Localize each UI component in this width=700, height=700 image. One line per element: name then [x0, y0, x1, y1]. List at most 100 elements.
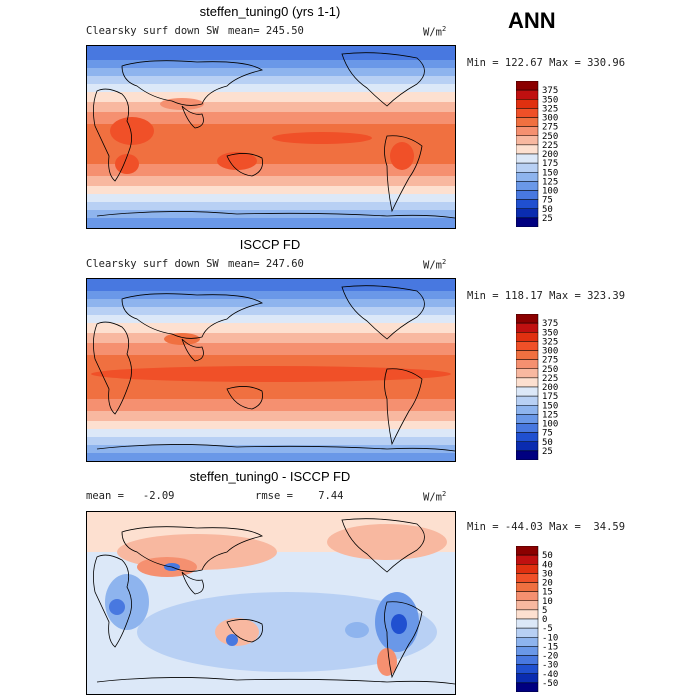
- colorbar-swatch: [516, 582, 539, 592]
- panel-2-title: ISCCP FD: [239, 237, 301, 252]
- colorbar-swatch: [516, 144, 539, 155]
- colorbar-tick-label: 375: [542, 86, 558, 96]
- colorbar-swatch: [516, 546, 539, 556]
- colorbar-tick-label: 250: [542, 365, 558, 375]
- panel-1-map: [86, 45, 456, 229]
- colorbar-swatch: [516, 314, 539, 324]
- panel-2-colorbar: 375 350 325 300 275 250 225 200 175 150 125 100 75 50…: [516, 314, 571, 460]
- colorbar-tick-label: 200: [542, 383, 558, 393]
- colorbar-swatch: [516, 81, 539, 91]
- colorbar-tick-label: 225: [542, 141, 558, 151]
- colorbar-swatch: [516, 181, 539, 191]
- colorbar-tick-label: -50: [542, 679, 558, 689]
- colorbar-tick-label: 25: [542, 447, 553, 457]
- colorbar-tick-label: 175: [542, 159, 558, 169]
- panel-3-units: W/m2: [423, 490, 447, 504]
- colorbar-tick-label: 20: [542, 579, 553, 589]
- colorbar-swatch: [516, 322, 539, 333]
- colorbar-tick-label: 125: [542, 410, 558, 420]
- panel-2-mean: mean= 247.60: [228, 258, 304, 270]
- panel-3-colorbar: 50 40 30 20 15 10 5 0 -5 -10 -15 -20 -30 -40 -50: [516, 546, 571, 692]
- panel-3-mean: mean = -2.09: [86, 490, 175, 502]
- colorbar-swatch: [516, 655, 539, 665]
- colorbar-tick-label: 50: [542, 438, 553, 448]
- colorbar-swatch: [516, 405, 539, 415]
- panel-2-field: Clearsky surf down SW: [86, 258, 219, 270]
- colorbar-tick-label: 225: [542, 374, 558, 384]
- panel-2-minmax: Min = 118.17 Max = 323.39: [467, 290, 626, 302]
- colorbar-swatch: [516, 395, 539, 406]
- colorbar-swatch: [516, 414, 539, 424]
- colorbar-tick-label: 150: [542, 401, 558, 411]
- colorbar-swatch: [516, 441, 539, 452]
- panel-1-title: steffen_tuning0 (yrs 1-1): [199, 4, 341, 19]
- colorbar-tick-label: 0: [542, 615, 547, 625]
- colorbar-swatch: [516, 600, 539, 611]
- colorbar-swatch: [516, 377, 539, 388]
- colorbar-tick-label: 350: [542, 95, 558, 105]
- colorbar-swatch: [516, 153, 539, 164]
- colorbar-tick-label: 100: [542, 420, 558, 430]
- season-label: ANN: [508, 8, 556, 33]
- colorbar-swatch: [516, 609, 539, 620]
- colorbar-swatch: [516, 135, 539, 146]
- colorbar-tick-label: 75: [542, 429, 553, 439]
- colorbar-swatch: [516, 637, 539, 647]
- colorbar-swatch: [516, 646, 539, 656]
- colorbar-swatch: [516, 664, 539, 674]
- colorbar-swatch: [516, 450, 539, 460]
- colorbar-swatch: [516, 172, 539, 182]
- colorbar-swatch: [516, 682, 539, 692]
- colorbar-tick-label: 10: [542, 597, 553, 607]
- colorbar-tick-label: 325: [542, 104, 558, 114]
- colorbar-tick-label: 40: [542, 560, 553, 570]
- colorbar-swatch: [516, 208, 539, 219]
- colorbar-swatch: [516, 554, 539, 565]
- colorbar-swatch: [516, 108, 539, 118]
- colorbar-tick-label: 250: [542, 132, 558, 142]
- colorbar-swatch: [516, 117, 539, 127]
- colorbar-tick-label: 50: [542, 205, 553, 215]
- panel-1-map-field: [87, 46, 455, 228]
- colorbar-tick-label: 175: [542, 392, 558, 402]
- colorbar-tick-label: 75: [542, 196, 553, 206]
- colorbar-swatch: [516, 386, 539, 397]
- panel-1-mean: mean= 245.50: [228, 25, 304, 37]
- colorbar-tick-label: 125: [542, 177, 558, 187]
- colorbar-swatch: [516, 162, 539, 173]
- panel-1-colorbar: 375 350 325 300 275 250 225 200 175 150 125 100 75 50…: [516, 81, 571, 227]
- colorbar-tick-label: 275: [542, 356, 558, 366]
- colorbar-swatch: [516, 573, 539, 583]
- colorbar-swatch: [516, 199, 539, 209]
- colorbar-tick-label: -20: [542, 652, 558, 662]
- colorbar-tick-label: 300: [542, 114, 558, 124]
- colorbar-tick-label: 375: [542, 319, 558, 329]
- panel-3-map: [86, 511, 456, 695]
- colorbar-swatch: [516, 190, 539, 200]
- colorbar-swatch: [516, 341, 539, 351]
- panel-3-title: steffen_tuning0 - ISCCP FD: [189, 469, 351, 484]
- colorbar-tick-label: 350: [542, 328, 558, 338]
- colorbar-tick-label: -15: [542, 642, 558, 652]
- colorbar-tick-label: 50: [542, 551, 553, 561]
- colorbar-tick-label: 25: [542, 214, 553, 224]
- colorbar-swatch: [516, 359, 539, 369]
- panel-3-minmax: Min = -44.03 Max = 34.59: [467, 521, 626, 533]
- panel-2-colorbar-svg: 3753503253002752502252001751501251007550…: [516, 314, 558, 460]
- colorbar-tick-label: -30: [542, 661, 558, 671]
- colorbar-tick-label: 15: [542, 588, 553, 598]
- colorbar-swatch: [516, 368, 539, 379]
- colorbar-tick-label: 200: [542, 150, 558, 160]
- panel-3-rmse: rmse = 7.44: [255, 490, 344, 502]
- colorbar-swatch: [516, 673, 539, 684]
- colorbar-tick-label: -40: [542, 670, 558, 680]
- colorbar-swatch: [516, 618, 539, 629]
- panel-1-units: W/m2: [423, 25, 447, 39]
- colorbar-swatch: [516, 564, 539, 574]
- colorbar-tick-label: 30: [542, 569, 553, 579]
- colorbar-swatch: [516, 89, 539, 100]
- colorbar-swatch: [516, 350, 539, 360]
- colorbar-tick-label: 325: [542, 337, 558, 347]
- colorbar-tick-label: 5: [542, 606, 547, 616]
- colorbar-swatch: [516, 99, 539, 109]
